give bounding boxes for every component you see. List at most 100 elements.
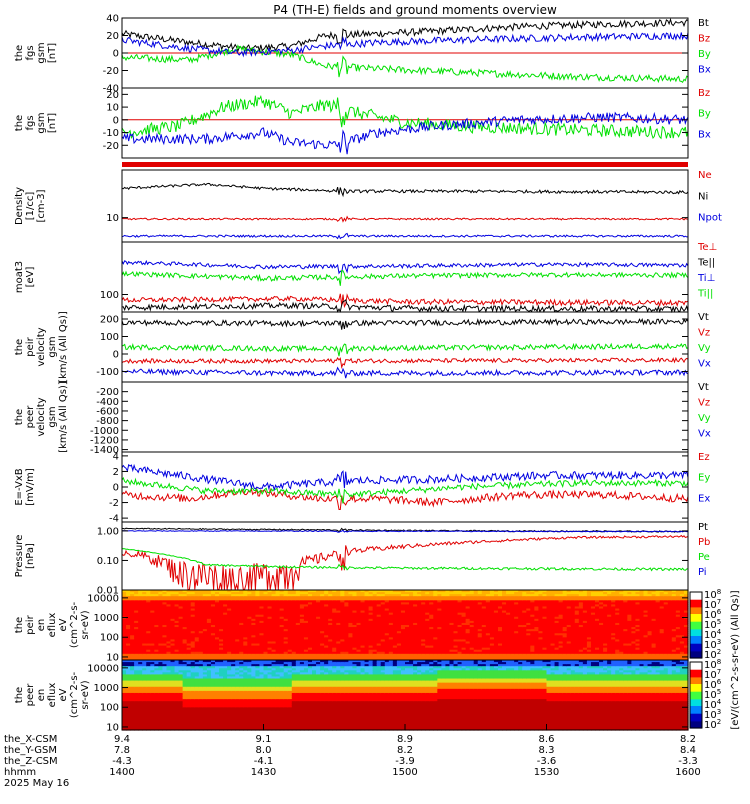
y-tick-label: 20 (106, 31, 119, 42)
y-axis-label: en (36, 619, 47, 632)
y-tick-label: 10 (106, 652, 119, 663)
y-tick-label: 0.10 (97, 556, 119, 567)
legend-Bz: Bz (698, 34, 710, 45)
y-tick-label: -10 (103, 128, 119, 139)
y-tick-label: -20 (103, 141, 119, 152)
legend-Ex: Ex (698, 493, 710, 504)
y-axis-label: [eV] (25, 267, 36, 288)
y-axis-label: moat3 (14, 261, 25, 293)
panel-frame (122, 452, 688, 522)
y-axis-label: the (14, 339, 25, 355)
y-tick-label: 100 (100, 332, 119, 343)
y-tick-label: 0 (113, 483, 119, 494)
y-axis-label: peir (25, 336, 36, 356)
y-axis-label: E=-VxB (14, 468, 25, 505)
y-tick-label: -100 (96, 367, 119, 378)
series-Bt (122, 20, 688, 52)
series-Te⊥ (122, 294, 688, 307)
legend-Pt: Pt (698, 522, 708, 533)
y-axis-label: gsm (36, 42, 47, 63)
series-By (122, 96, 688, 139)
y-axis-label: eV (58, 618, 69, 631)
y-axis-label: [mV/m] (25, 468, 36, 506)
y-axis-label: velocity (36, 397, 47, 436)
y-axis-label: gsm (36, 112, 47, 133)
y-axis-label: (cm^2-s- (69, 601, 80, 648)
y-axis-label: peer (25, 405, 36, 429)
legend-Vt: Vt (698, 312, 709, 323)
series-Ti|| (122, 271, 688, 286)
y-axis-label: [nPa] (25, 543, 36, 569)
y-tick-label: 0 (113, 115, 119, 126)
y-axis-label: sr-eV) (80, 610, 91, 639)
series-Pi (122, 530, 688, 532)
legend-Ez: Ez (698, 452, 710, 463)
y-axis-label: fgs (25, 45, 36, 60)
series-Bx (122, 113, 688, 155)
y-axis-label: [km/s (All Qs)] (58, 311, 69, 383)
series-Ex (122, 465, 688, 490)
y-axis-label: [km/s (All Qs)] (58, 381, 69, 453)
series-Pb (122, 536, 688, 590)
y-tick-label: 100 (100, 290, 119, 301)
legend-Pi: Pi (698, 567, 707, 578)
legend-Vz: Vz (698, 328, 710, 339)
y-axis-label: [nT] (47, 43, 58, 63)
panel-frame (122, 170, 688, 242)
legend-Vz: Vz (698, 398, 710, 409)
legend-Te||: Te|| (697, 258, 715, 269)
legend-Vy: Vy (698, 343, 711, 354)
series-Vx (122, 368, 688, 378)
legend-Bt: Bt (698, 18, 709, 29)
y-axis-label: [nT] (47, 113, 58, 133)
legend-Vy: Vy (698, 413, 711, 424)
y-axis-label: Density (14, 187, 25, 225)
y-axis-label: velocity (36, 327, 47, 366)
legend-Vx: Vx (698, 359, 711, 370)
y-axis-label: Pressure (14, 535, 25, 578)
series-Ti⊥ (122, 261, 688, 273)
panel-frame (122, 88, 688, 158)
y-axis-label: the (14, 617, 25, 633)
y-axis-label: [1/cc] (25, 192, 36, 221)
y-axis-label: eflux (47, 613, 58, 638)
series-Vz (122, 358, 688, 367)
y-tick-label: 0 (113, 350, 119, 361)
y-tick-label: 2 (113, 467, 119, 478)
legend-Vt: Vt (698, 382, 709, 393)
legend-Bx: Bx (698, 129, 711, 140)
y-axis-label: gsm (47, 406, 58, 427)
legend-Ne: Ne (698, 170, 712, 181)
legend-By: By (698, 109, 711, 120)
y-axis-label: gsm (47, 336, 58, 357)
legend-Te⊥: Te⊥ (697, 242, 717, 253)
legend-Npot: Npot (698, 213, 722, 224)
y-axis-label: fgs (25, 115, 36, 130)
series-Pe (122, 549, 688, 571)
legend-Ni: Ni (698, 191, 708, 202)
y-tick-label: 10000 (87, 593, 119, 604)
y-axis-label: peir (25, 614, 36, 634)
series-Bx (122, 33, 688, 56)
series-Npot (122, 234, 688, 239)
y-tick-label: 4 (113, 451, 119, 462)
y-axis-label: the (14, 409, 25, 425)
legend-Bx: Bx (698, 65, 711, 76)
y-tick-label: 40 (106, 14, 119, 25)
red-status-bar (122, 162, 688, 167)
series-Vt (122, 319, 688, 330)
series-Ni (122, 183, 688, 195)
legend-Vx: Vx (698, 429, 711, 440)
